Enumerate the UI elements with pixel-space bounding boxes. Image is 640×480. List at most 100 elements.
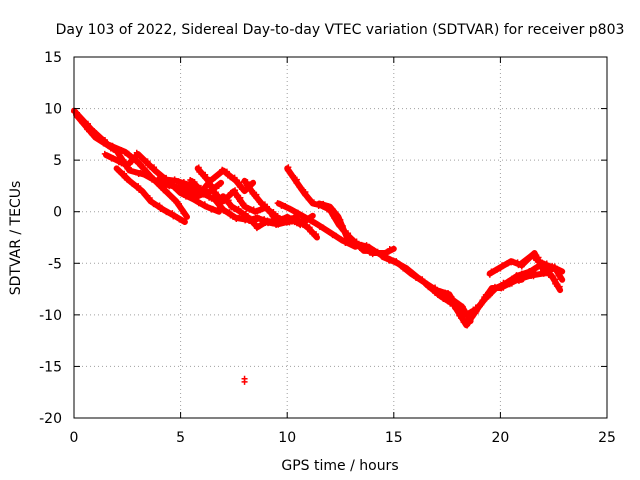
data-point [325,229,332,236]
data-point [225,200,232,207]
data-point [336,218,343,225]
data-point [179,206,186,213]
data-point [227,189,234,196]
data-point [146,194,153,201]
data-point [167,177,174,184]
series-sat-g [194,164,320,241]
data-point [130,181,137,188]
data-point [128,167,135,174]
data-point [340,228,347,235]
data-point [283,219,290,226]
data-point [253,194,260,201]
data-point [282,202,289,209]
data-point [320,224,327,231]
data-point [176,188,183,195]
data-point [123,176,130,183]
y-axis-label: SDTVAR / TECUs [8,181,24,296]
data-point [170,213,177,220]
chart-title: Day 103 of 2022, Sidereal Day-to-day VTE… [56,22,625,38]
data-point [287,206,294,213]
data-point [214,172,221,179]
data-point [235,214,242,221]
data-point [197,199,204,206]
data-point [300,213,307,220]
data-point [302,192,309,199]
data-point [401,265,408,272]
data-point [181,210,188,217]
data-point [207,183,214,190]
data-point [187,177,194,184]
data-point [349,239,356,246]
data-point [388,257,395,264]
data-point [169,210,176,217]
data-point [212,198,219,205]
data-point [256,215,263,222]
data-point [545,264,552,271]
data-point [393,259,400,266]
y-tick-label: -10 [39,308,62,324]
series-sat-d [113,165,188,225]
data-point [189,195,196,202]
data-point [223,168,230,175]
data-point [202,174,209,181]
y-tick-label: 10 [44,102,62,118]
data-point [257,207,264,214]
data-point [170,195,177,202]
data-point [460,319,467,326]
data-point [129,154,136,161]
data-point [183,186,190,193]
x-tick-label: 15 [385,430,403,446]
data-point [494,266,501,273]
data-point [73,112,80,119]
series-layer [71,107,566,385]
data-point [128,158,135,165]
data-point [150,176,157,183]
series-sat-f [187,166,257,195]
data-point [313,231,320,238]
data-point [211,197,218,204]
data-point [182,181,189,188]
data-point [482,291,489,298]
data-point [458,315,465,322]
data-point [499,262,506,269]
data-point [366,244,373,251]
data-point [478,300,485,307]
data-point [205,191,212,198]
data-point [313,220,320,227]
data-point [557,274,564,281]
data-point [447,300,454,307]
data-point [249,190,256,197]
data-point [219,166,226,173]
data-point [497,265,504,272]
data-point [241,178,248,185]
data-point [338,237,345,244]
plot-frame [73,56,608,419]
data-point [333,233,340,240]
data-point [151,200,158,207]
data-point [284,167,291,174]
data-point [210,184,217,191]
data-point [536,259,543,266]
data-point [184,193,191,200]
data-point [109,155,116,162]
series-sat-k [274,200,359,250]
data-point [209,205,216,212]
data-point [474,304,481,311]
data-point [101,140,108,147]
data-point [307,217,314,224]
data-point [465,316,472,323]
data-point [79,120,86,127]
data-point [556,267,563,274]
data-point [140,156,147,163]
data-point [294,209,301,216]
series-sat-i [241,177,299,228]
data-point [150,166,157,173]
y-tick-label: 0 [53,205,62,221]
x-tick-label: 0 [70,430,79,446]
data-point [116,168,123,175]
data-point [469,313,476,320]
y-tick-label: -5 [48,256,62,272]
data-point [114,156,121,163]
x-tick-label: 10 [278,430,296,446]
